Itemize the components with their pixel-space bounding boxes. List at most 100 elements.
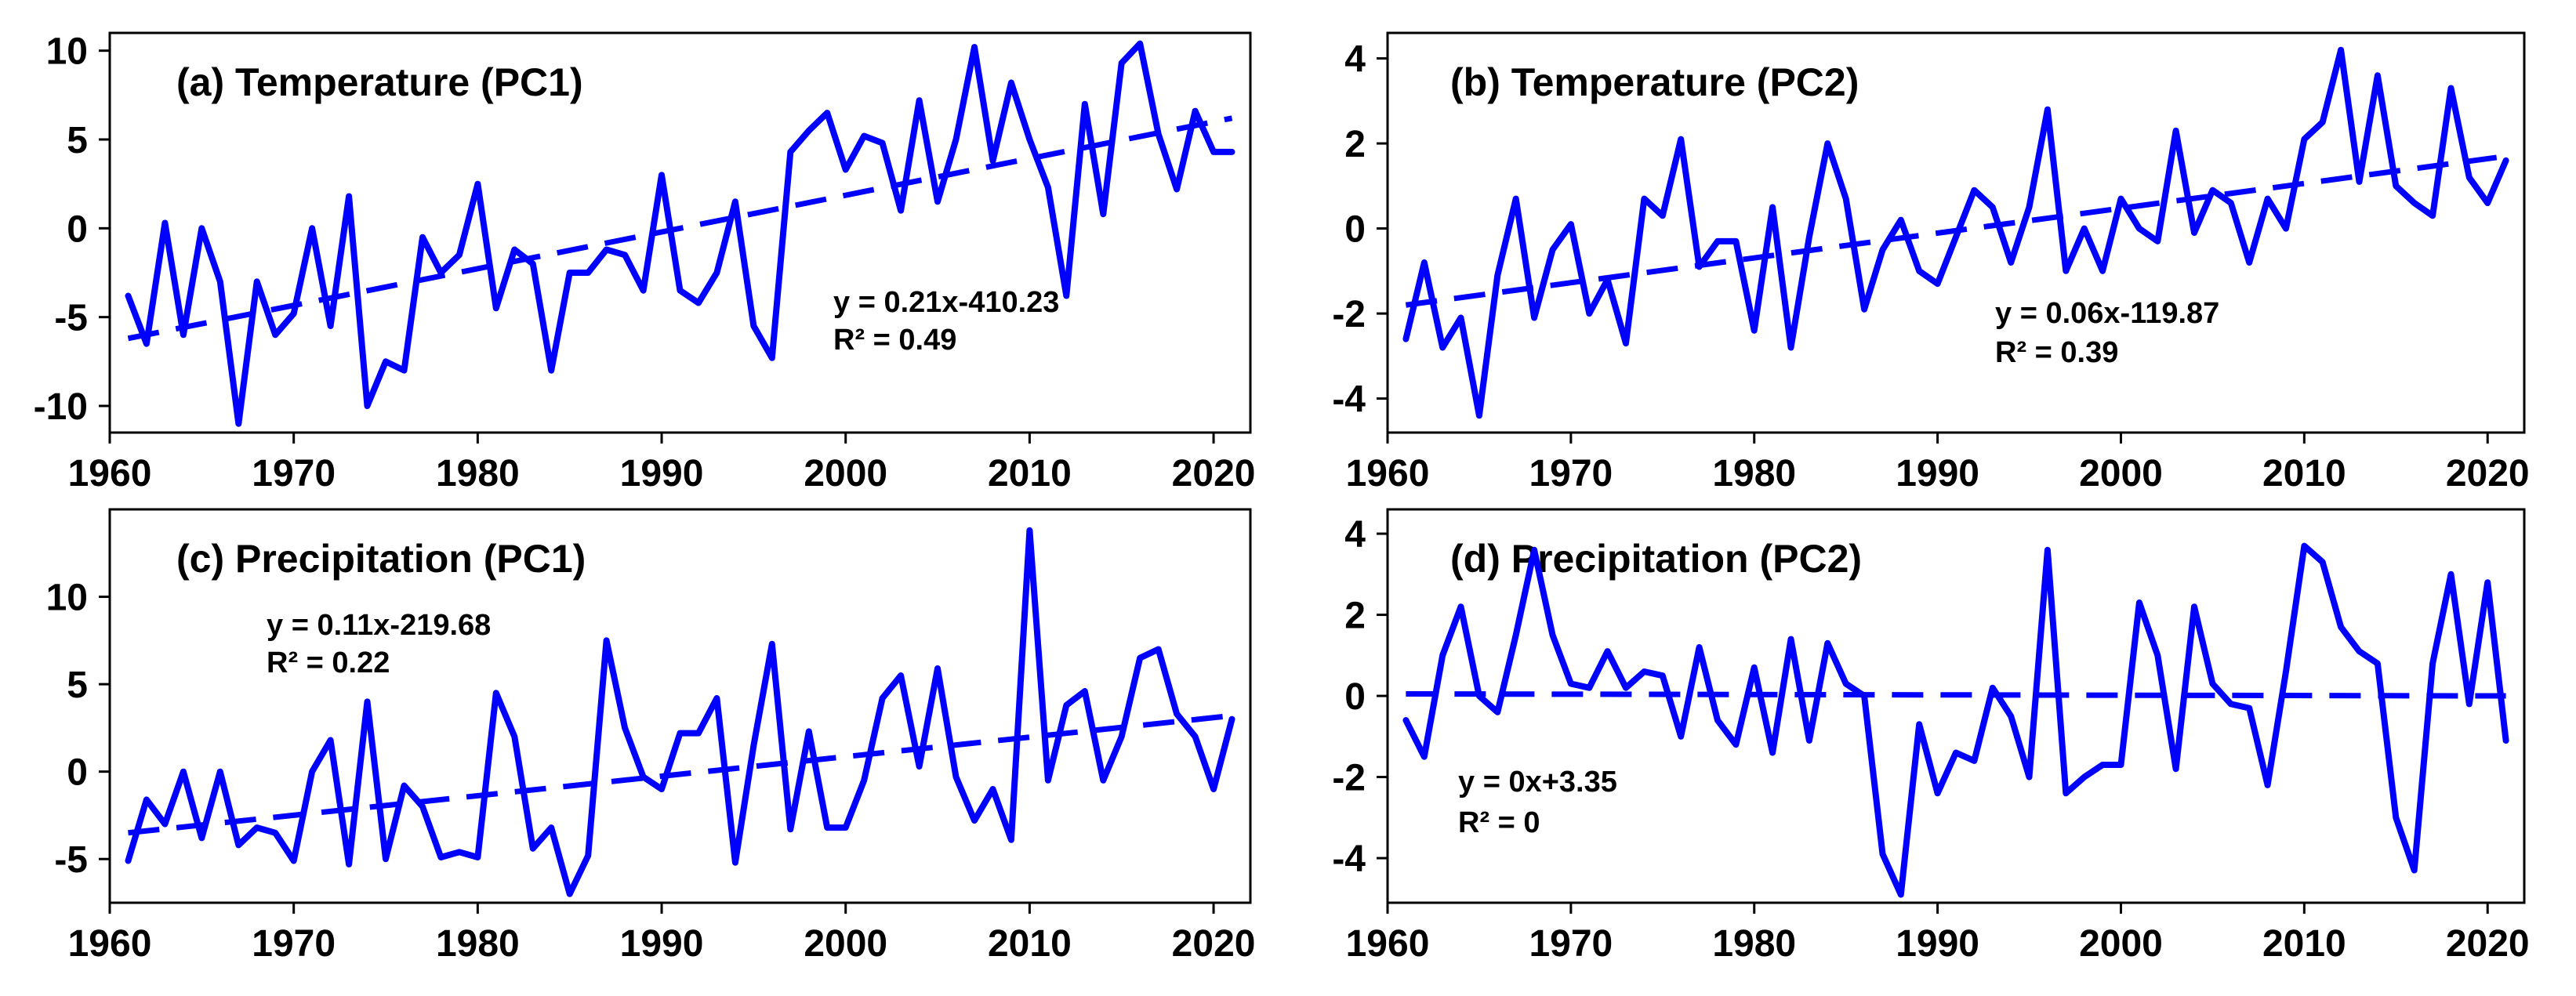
- data-point: [1211, 150, 1216, 154]
- data-point: [1009, 81, 1014, 85]
- series-line: [125, 40, 1235, 427]
- data-point: [1551, 248, 1555, 252]
- plot-frame: [108, 508, 1252, 904]
- panel-c-precipitation-pc1: (c) Precipitation (PC1) y = 0.11x-219.68…: [46, 508, 1255, 965]
- data-point: [1972, 759, 1976, 763]
- data-point: [494, 690, 499, 695]
- data-point: [770, 356, 775, 360]
- data-point: [1807, 738, 1812, 743]
- data-point: [1551, 632, 1555, 637]
- y-tick-label: -2: [1332, 294, 1366, 335]
- data-point: [1230, 150, 1235, 154]
- data-point: [420, 804, 425, 809]
- data-point: [218, 279, 223, 284]
- x-tick-label: 2020: [2446, 453, 2530, 494]
- data-point: [733, 199, 738, 204]
- panel-title: (b) Temperature (PC2): [1450, 60, 1859, 104]
- data-point: [2137, 600, 2142, 605]
- data-point: [917, 98, 922, 103]
- data-point: [1569, 222, 1573, 226]
- data-point: [1715, 239, 1720, 244]
- data-point: [2008, 260, 2013, 265]
- data-point: [162, 221, 167, 226]
- data-point: [2375, 73, 2380, 78]
- data-point: [1936, 281, 1940, 286]
- data-point: [2192, 230, 2197, 235]
- trend-equation: y = 0.11x-219.68: [267, 609, 491, 642]
- data-point: [199, 226, 204, 230]
- x-tick-label: 1990: [620, 923, 704, 965]
- data-point: [1137, 42, 1142, 46]
- data-point: [2284, 669, 2288, 674]
- trend-r-squared: R² = 0: [1458, 806, 1540, 839]
- data-point: [218, 770, 223, 774]
- data-point: [2100, 269, 2105, 273]
- data-point: [678, 288, 683, 293]
- trend-r-squared: R² = 0.49: [833, 324, 956, 357]
- data-point: [2302, 544, 2306, 549]
- series-line: [1402, 46, 2509, 419]
- plot-frame: [108, 31, 1252, 434]
- data-point: [604, 248, 609, 252]
- data-point: [365, 404, 370, 408]
- data-point: [1083, 689, 1087, 694]
- data-point: [457, 849, 462, 854]
- data-point: [2412, 868, 2417, 873]
- data-point: [622, 252, 627, 257]
- data-point: [1917, 269, 1921, 273]
- data-point: [1733, 742, 1738, 747]
- data-point: [917, 764, 922, 769]
- data-point: [1624, 341, 1628, 346]
- x-tick-label: 2020: [1172, 453, 1256, 494]
- data-point: [310, 226, 314, 230]
- data-point: [1862, 307, 1867, 312]
- data-point: [1403, 718, 1408, 723]
- data-point: [2210, 682, 2215, 686]
- data-point: [788, 150, 793, 154]
- data-point: [1193, 734, 1198, 739]
- x-tick-label: 1970: [252, 923, 336, 965]
- data-point: [2210, 188, 2215, 193]
- y-tick-label: 0: [1344, 676, 1366, 718]
- data-point: [1477, 694, 1482, 698]
- data-point: [2504, 158, 2509, 163]
- panel-b-temperature-pc2: (b) Temperature (PC2) y = 0.06x-119.87 R…: [1332, 31, 2530, 494]
- data-point: [512, 734, 517, 739]
- data-point: [807, 729, 811, 733]
- data-point: [1495, 710, 1500, 715]
- data-point: [1193, 109, 1198, 114]
- data-point: [1495, 273, 1500, 277]
- x-tick-label: 1960: [1346, 453, 1430, 494]
- data-point: [2485, 201, 2490, 205]
- panel-title: (d) Precipitation (PC2): [1450, 537, 1862, 581]
- data-point: [733, 860, 738, 865]
- panel-d-precipitation-pc2: (d) Precipitation (PC2) y = 0x+3.35 R² =…: [1332, 508, 2530, 965]
- data-point: [1881, 852, 1885, 857]
- series-line: [1402, 542, 2509, 898]
- data-point: [1954, 234, 1958, 239]
- x-tick-label: 2000: [2079, 923, 2163, 965]
- data-point: [1009, 838, 1014, 842]
- y-tick-label: 2: [1344, 596, 1366, 637]
- data-point: [714, 696, 719, 701]
- data-point: [1403, 337, 1408, 342]
- data-point: [2063, 791, 2068, 795]
- plot-frame: [1386, 508, 2526, 904]
- data-point: [991, 787, 996, 791]
- data-point: [2027, 205, 2032, 209]
- data-point: [1660, 673, 1665, 678]
- data-point: [1605, 277, 1610, 282]
- data-point: [2063, 269, 2068, 273]
- data-point: [2008, 714, 2013, 719]
- data-point: [1715, 718, 1720, 723]
- x-tick-label: 2000: [804, 453, 887, 494]
- y-tick-label: 5: [67, 120, 88, 161]
- data-point: [1642, 197, 1646, 201]
- data-point: [346, 862, 351, 867]
- data-point: [1119, 61, 1124, 66]
- data-point: [531, 846, 535, 851]
- data-point: [2504, 738, 2509, 743]
- trend-line: [1406, 690, 2506, 699]
- data-point: [1825, 141, 1830, 146]
